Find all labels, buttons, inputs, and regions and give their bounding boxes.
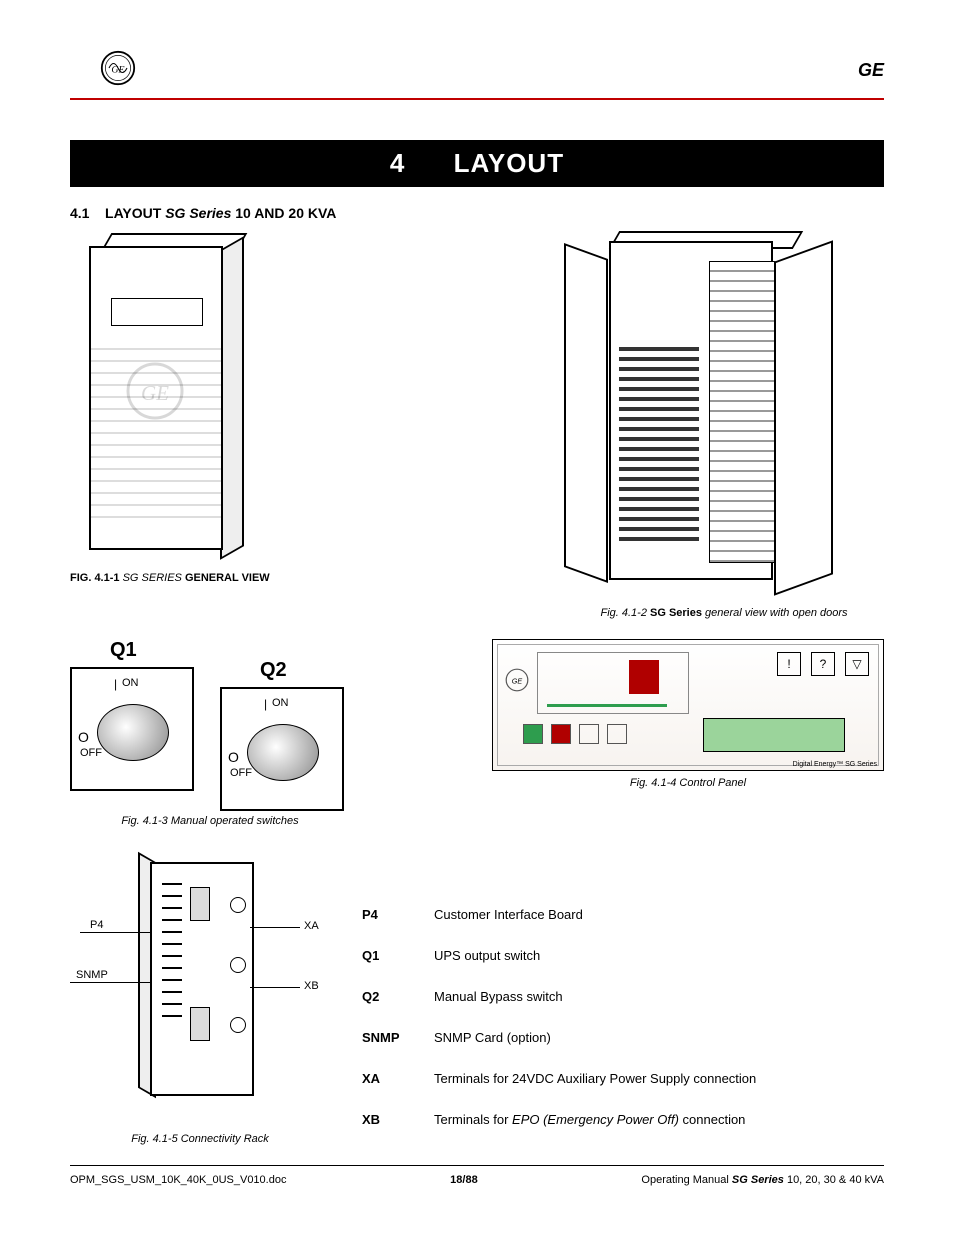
footer-left: OPM_SGS_USM_10K_40K_0US_V010.doc <box>70 1174 286 1186</box>
panel-btn-2: ? <box>811 652 835 676</box>
page: GE GE 4 LAYOUT 4.1 LAYOUT SG Series 10 A… <box>0 0 954 1235</box>
section-number: 4.1 <box>70 205 89 221</box>
footer-right: Operating Manual SG Series 10, 20, 30 & … <box>641 1174 884 1186</box>
legend-value: UPS output switch <box>434 940 766 979</box>
section-pre: LAYOUT <box>105 205 161 221</box>
on-label: ON <box>122 677 139 689</box>
legend-key: Q1 <box>362 940 432 979</box>
legend-row: P4Customer Interface Board <box>362 899 766 938</box>
header-rule <box>70 98 884 100</box>
figure-4-1-1: GE FIG. 4.1-1 SG SERIES GENERAL VIEW <box>70 231 270 619</box>
ups-open-doors-drawing <box>564 231 884 601</box>
legend-row: XATerminals for 24VDC Auxiliary Power Su… <box>362 1063 766 1102</box>
figures-row-2: Q1 | ON O OFF Q2 | ON O OFF Fig. 4.1-3 <box>70 639 884 827</box>
brand-text: GE <box>858 60 884 81</box>
control-panel-drawing: GE ! ? ▽ Digital Energy™ SG Series <box>492 639 884 771</box>
conn-label-p4: P4 <box>90 919 103 931</box>
chapter-banner: 4 LAYOUT <box>70 140 884 187</box>
conn-label-snmp: SNMP <box>76 969 108 981</box>
legend-row: Q1UPS output switch <box>362 940 766 979</box>
figures-row-3: P4 SNMP XA XB Fig. 4.1-5 Connectivity Ra… <box>70 857 884 1145</box>
caption-text: FIG. 4.1-1 <box>70 572 123 584</box>
fig-4-1-3-caption: Fig. 4.1-3 Manual operated switches <box>121 815 298 827</box>
fig-4-1-1-caption: FIG. 4.1-1 SG SERIES GENERAL VIEW <box>70 572 270 584</box>
footer-series: SG Series <box>732 1174 784 1186</box>
on-mark: | <box>264 697 267 711</box>
section-post: 10 AND 20 KVA <box>235 205 336 221</box>
legend-value: Manual Bypass switch <box>434 981 766 1020</box>
legend-table: P4Customer Interface BoardQ1UPS output s… <box>360 897 768 1145</box>
manual-switches-drawing: Q1 | ON O OFF Q2 | ON O OFF <box>70 639 350 809</box>
figure-4-1-2: Fig. 4.1-2 SG Series general view with o… <box>564 231 884 619</box>
legend-row: Q2Manual Bypass switch <box>362 981 766 1020</box>
ge-logo-small-icon: GE <box>505 668 529 692</box>
svg-text:GE: GE <box>141 381 169 405</box>
panel-sq <box>607 724 627 744</box>
legend-value: Terminals for 24VDC Auxiliary Power Supp… <box>434 1063 766 1102</box>
panel-led-green <box>523 724 543 744</box>
figures-row-1: GE FIG. 4.1-1 SG SERIES GENERAL VIEW Fig… <box>70 231 884 619</box>
off-mark: O <box>228 749 239 765</box>
section-series: SG Series <box>165 205 231 221</box>
footer-text: 10, 20, 30 & 40 kVA <box>784 1174 884 1186</box>
caption-text: Fig. 4.1-2 <box>600 607 650 619</box>
page-header: GE GE <box>70 50 884 90</box>
chapter-title: LAYOUT <box>454 148 565 178</box>
conn-label-xa: XA <box>304 920 319 932</box>
ups-general-view-drawing: GE <box>85 231 255 566</box>
switch-q1: | ON O OFF <box>70 667 194 791</box>
legend-key: XB <box>362 1104 432 1143</box>
caption-text: general view with open doors <box>705 607 847 619</box>
switch-q2-label: Q2 <box>260 659 287 682</box>
fig-4-1-4-caption: Fig. 4.1-4 Control Panel <box>630 777 746 789</box>
legend-value: Customer Interface Board <box>434 899 766 938</box>
panel-lcd <box>703 718 845 752</box>
panel-sq <box>579 724 599 744</box>
fig-4-1-2-caption: Fig. 4.1-2 SG Series general view with o… <box>600 607 847 619</box>
panel-led-red <box>551 724 571 744</box>
ge-watermark-icon: GE <box>125 361 185 421</box>
caption-text: SG Series <box>650 607 705 619</box>
on-mark: | <box>114 677 117 691</box>
panel-btn-1: ! <box>777 652 801 676</box>
legend-row: SNMPSNMP Card (option) <box>362 1022 766 1061</box>
legend-value: SNMP Card (option) <box>434 1022 766 1061</box>
figure-4-1-5: P4 SNMP XA XB Fig. 4.1-5 Connectivity Ra… <box>70 857 330 1145</box>
fig-4-1-5-caption: Fig. 4.1-5 Connectivity Rack <box>131 1133 269 1145</box>
page-footer: OPM_SGS_USM_10K_40K_0US_V010.doc 18/88 O… <box>70 1174 884 1186</box>
connectivity-rack-drawing: P4 SNMP XA XB <box>70 857 330 1127</box>
switch-q2: | ON O OFF <box>220 687 344 811</box>
footer-page-number: 18/88 <box>450 1174 478 1186</box>
footer-rule <box>70 1165 884 1166</box>
legend-key: SNMP <box>362 1022 432 1061</box>
legend-key: XA <box>362 1063 432 1102</box>
section-heading: 4.1 LAYOUT SG Series 10 AND 20 KVA <box>70 205 884 221</box>
svg-text:GE: GE <box>111 65 124 76</box>
panel-btn-3: ▽ <box>845 652 869 676</box>
panel-footer-text: Digital Energy™ SG Series <box>793 761 877 768</box>
legend-key: P4 <box>362 899 432 938</box>
on-label: ON <box>272 697 289 709</box>
legend-key: Q2 <box>362 981 432 1020</box>
chapter-number: 4 <box>390 148 405 178</box>
switch-q1-label: Q1 <box>110 639 137 662</box>
footer-text: Operating Manual <box>641 1174 732 1186</box>
off-label: OFF <box>230 767 252 779</box>
off-label: OFF <box>80 747 102 759</box>
figure-4-1-3: Q1 | ON O OFF Q2 | ON O OFF Fig. 4.1-3 <box>70 639 350 827</box>
caption-text: GENERAL VIEW <box>185 572 270 584</box>
conn-label-xb: XB <box>304 980 319 992</box>
svg-text:GE: GE <box>512 677 523 686</box>
figure-4-1-4: GE ! ? ▽ Digital Energy™ SG Series <box>492 639 884 827</box>
off-mark: O <box>78 729 89 745</box>
legend-row: XBTerminals for EPO (Emergency Power Off… <box>362 1104 766 1143</box>
caption-text: SG SERIES <box>123 572 185 584</box>
ge-logo-icon: GE <box>100 50 136 86</box>
legend-value: Terminals for EPO (Emergency Power Off) … <box>434 1104 766 1143</box>
